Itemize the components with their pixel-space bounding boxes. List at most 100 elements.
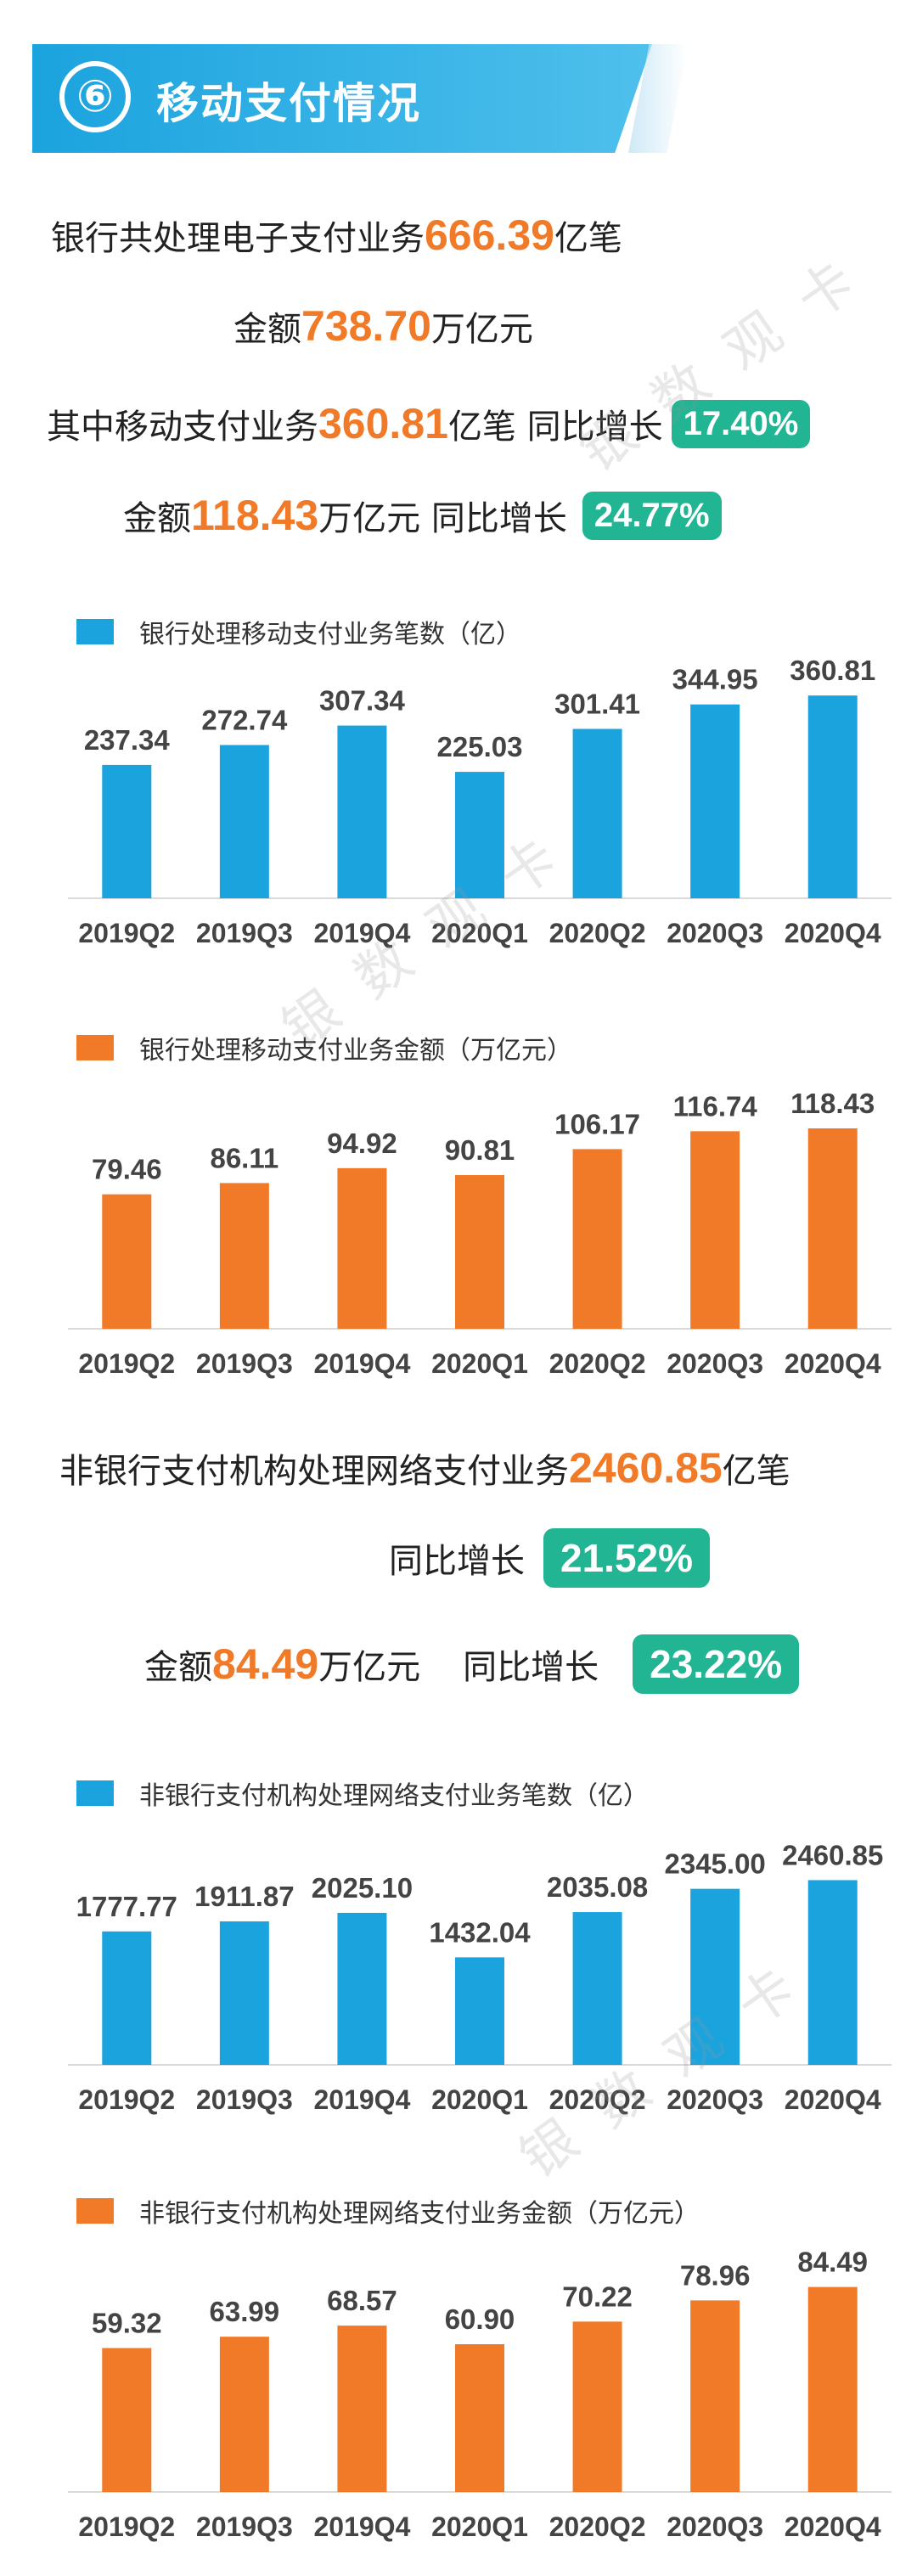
bar-2020Q3	[690, 1131, 740, 1329]
tick-label-2020Q2: 2020Q2	[549, 2084, 646, 2115]
bar-2019Q2	[102, 2348, 152, 2492]
bar-2020Q3	[690, 704, 740, 898]
bar-2020Q2	[572, 728, 622, 898]
data-label-2019Q4: 94.92	[327, 1128, 397, 1159]
bar-2020Q2	[572, 1912, 622, 2065]
nonbank-count-growth-line: 同比增长 21.52%	[389, 1528, 711, 1588]
chart3-legend-label: 非银行支付机构处理网络支付业务笔数（亿）	[139, 1781, 649, 1811]
tick-label-2020Q4: 2020Q4	[785, 918, 881, 948]
nonbank-count-line: 非银行支付机构处理网络支付业务 2460.85 亿笔	[59, 1443, 790, 1493]
bar-2020Q3	[690, 2300, 740, 2492]
bank-total-amount-value: 738.70	[301, 302, 431, 350]
nonbank-amount-growth-label: 同比增长	[463, 1648, 599, 1687]
bar-2020Q1	[455, 772, 504, 898]
bar-2020Q1	[455, 1957, 504, 2065]
bar-2019Q3	[219, 1921, 269, 2065]
tick-label-2019Q2: 2019Q2	[78, 918, 175, 948]
chart2-legend-label: 银行处理移动支付业务金额（万亿元）	[139, 1036, 572, 1066]
nonbank-amount-suffix: 万亿元	[318, 1648, 421, 1687]
bar-2020Q3	[690, 1888, 740, 2065]
nonbank-count-growth-badge: 21.52%	[543, 1528, 711, 1588]
nonbank-count-prefix: 非银行支付机构处理网络支付业务	[59, 1452, 569, 1491]
bar-2019Q4	[337, 1912, 387, 2065]
bank-mobile-count-line: 其中移动支付业务 360.81 亿笔 同比增长 17.40%	[47, 399, 811, 448]
bank-mobile-count-prefix: 其中移动支付业务	[47, 408, 318, 447]
data-label-2020Q3: 116.74	[673, 1090, 758, 1122]
data-label-2019Q3: 272.74	[201, 704, 288, 735]
tick-label-2020Q2: 2020Q2	[549, 1348, 646, 1379]
tick-label-2020Q3: 2020Q3	[667, 2084, 763, 2115]
data-label-2020Q1: 1432.04	[429, 1916, 531, 1948]
tick-label-2020Q4: 2020Q4	[785, 1348, 881, 1379]
bar-2020Q4	[807, 1880, 858, 2065]
nonbank-amount-line: 金额 84.49 万亿元 同比增长 23.22%	[144, 1634, 800, 1694]
bank-mobile-count-growth-badge: 17.40%	[671, 399, 811, 448]
tick-label-2019Q3: 2019Q3	[196, 2084, 293, 2115]
chart1-legend: 银行处理移动支付业务笔数（亿）	[76, 613, 521, 650]
data-label-2019Q2: 79.46	[92, 1154, 162, 1185]
chart4-legend-swatch	[76, 2198, 114, 2224]
data-label-2020Q2: 301.41	[554, 688, 640, 719]
tick-label-2020Q1: 2020Q1	[431, 2084, 528, 2115]
bar-2020Q4	[807, 2286, 858, 2492]
bar-2019Q3	[219, 2337, 269, 2492]
bank-total-count-value: 666.39	[425, 211, 554, 259]
tick-label-2019Q4: 2019Q4	[313, 2084, 410, 2115]
tick-label-2019Q2: 2019Q2	[78, 1348, 175, 1379]
tick-label-2019Q2: 2019Q2	[78, 2084, 175, 2115]
data-label-2020Q4: 118.43	[790, 1088, 875, 1119]
data-label-2020Q1: 90.81	[445, 1134, 515, 1166]
nonbank-count-value: 2460.85	[569, 1444, 723, 1492]
section-title: 移动支付情况	[156, 79, 421, 128]
data-label-2019Q4: 2025.10	[312, 1872, 413, 1904]
nonbank-count-growth-label: 同比增长	[389, 1542, 525, 1581]
section-number: ⑥	[76, 72, 115, 121]
chart-bank-mobile-count: 237.34 2019Q2 272.74 2019Q3 307.34 2019Q4 225.…	[68, 655, 892, 948]
chart1-legend-swatch	[76, 619, 114, 644]
data-label-2020Q1: 225.03	[437, 731, 523, 762]
chart-bank-mobile-amount: 79.46 2019Q2 86.11 2019Q3 94.92 2019Q4 90.81 20…	[68, 1088, 892, 1379]
bank-mobile-amount-line: 金额 118.43 万亿元 同比增长 24.77%	[123, 491, 722, 540]
tick-label-2020Q3: 2020Q3	[667, 2511, 763, 2542]
bank-mobile-amount-prefix: 金额	[123, 499, 191, 538]
bar-2020Q1	[455, 2344, 504, 2492]
bank-total-amount-line: 金额 738.70 万亿元	[233, 301, 533, 351]
bar-2019Q3	[219, 1183, 269, 1329]
bank-mobile-amount-suffix: 万亿元 同比增长	[318, 499, 567, 538]
tick-label-2020Q1: 2020Q1	[431, 2511, 528, 2542]
chart3-legend-swatch	[76, 1780, 114, 1806]
bar-2019Q4	[337, 725, 387, 898]
bank-total-count-prefix: 银行共处理电子支付业务	[51, 219, 425, 258]
chart4-legend: 非银行支付机构处理网络支付业务金额（万亿元）	[76, 2192, 700, 2230]
bar-2019Q2	[102, 1194, 152, 1329]
bar-2019Q4	[337, 2326, 387, 2492]
chart4-legend-label: 非银行支付机构处理网络支付业务金额（万亿元）	[139, 2199, 700, 2229]
tick-label-2019Q3: 2019Q3	[196, 2511, 293, 2542]
bank-mobile-amount-value: 118.43	[191, 492, 319, 539]
data-label-2020Q3: 2345.00	[664, 1848, 765, 1880]
tick-label-2020Q4: 2020Q4	[785, 2084, 881, 2115]
tick-label-2020Q1: 2020Q1	[431, 918, 528, 948]
nonbank-amount-prefix: 金额	[144, 1648, 212, 1687]
data-label-2020Q2: 70.22	[562, 2281, 633, 2312]
nonbank-amount-value: 84.49	[212, 1640, 319, 1688]
chart3-legend: 非银行支付机构处理网络支付业务笔数（亿）	[76, 1775, 649, 1812]
data-label-2019Q3: 86.11	[210, 1142, 278, 1173]
data-label-2020Q2: 106.17	[554, 1108, 640, 1139]
tick-label-2019Q4: 2019Q4	[313, 918, 410, 948]
data-label-2020Q3: 78.96	[680, 2259, 751, 2291]
data-label-2019Q3: 63.99	[210, 2296, 280, 2327]
data-label-2019Q2: 1777.77	[76, 1891, 177, 1922]
data-label-2020Q2: 2035.08	[547, 1871, 648, 1903]
tick-label-2020Q4: 2020Q4	[785, 2511, 881, 2542]
bank-total-count-suffix: 亿笔	[554, 219, 622, 258]
data-label-2019Q4: 68.57	[327, 2285, 397, 2316]
bank-total-amount-suffix: 万亿元	[430, 310, 533, 349]
chart-nonbank-count: 1777.77 2019Q2 1911.87 2019Q3 2025.10 2019Q4 1…	[68, 1839, 892, 2115]
bar-2020Q2	[572, 2321, 622, 2492]
bar-2020Q1	[455, 1175, 504, 1329]
data-label-2020Q1: 60.90	[445, 2303, 515, 2335]
bar-2019Q3	[219, 745, 269, 898]
tick-label-2019Q4: 2019Q4	[313, 2511, 410, 2542]
tick-label-2020Q1: 2020Q1	[431, 1348, 528, 1379]
